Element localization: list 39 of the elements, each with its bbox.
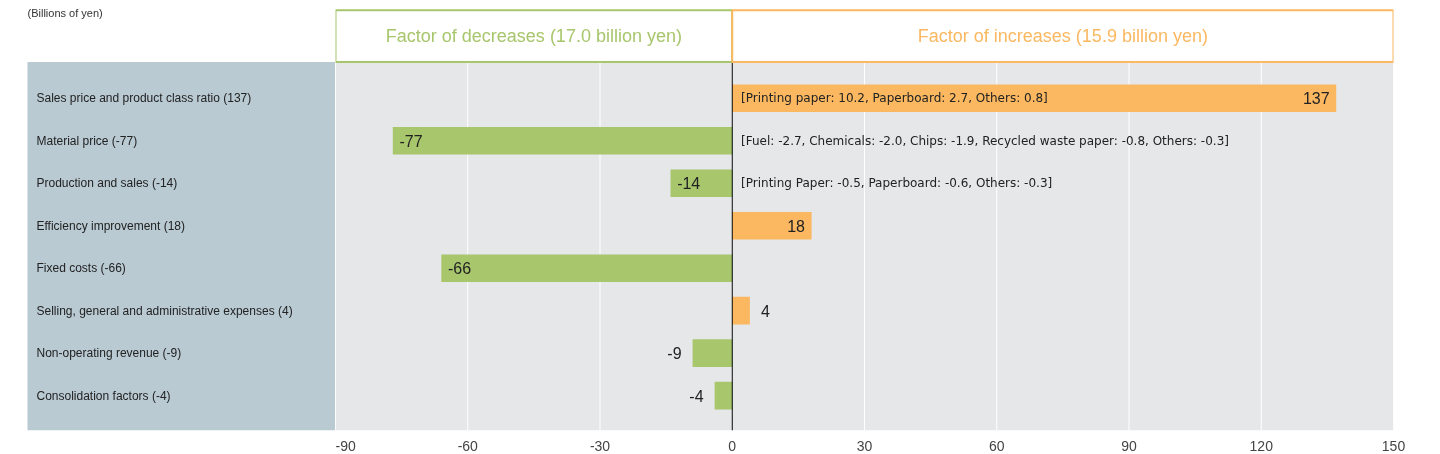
data-label: -14 — [677, 175, 701, 193]
data-label: 18 — [787, 217, 806, 235]
bar — [732, 296, 750, 325]
data-label: -4 — [689, 387, 704, 405]
bar — [441, 254, 733, 282]
annotation: [Printing paper: 10.2, Paperboard: 2.7, Others: 0.8] — [741, 91, 1048, 106]
y-tick-label: Material price (-77) — [36, 133, 138, 148]
x-tick-label: 60 — [988, 437, 1005, 454]
data-label: -9 — [667, 345, 682, 363]
x-tick-label: 120 — [1249, 437, 1274, 454]
data-label: -66 — [447, 260, 472, 278]
data-label: 137 — [1302, 90, 1330, 108]
bar — [392, 126, 733, 155]
y-tick-label: Fixed costs (-66) — [36, 261, 126, 276]
y-tick-label: Consolidation factors (-4) — [36, 388, 171, 403]
y-tick-label: Efficiency improvement (18) — [36, 218, 185, 233]
bar — [714, 381, 733, 410]
y-tick-label: Non-operating revenue (-9) — [36, 346, 182, 361]
annotation: [Printing Paper: -0.5, Paperboard: -0.6, Others: -0.3] — [741, 176, 1053, 191]
x-tick-label: 0 — [728, 437, 737, 454]
bar — [670, 169, 733, 198]
y-tick-label: Selling, general and administrative expenses (4) — [36, 303, 293, 318]
text: Factor of decreases (17.0 billion yen) — [385, 26, 682, 47]
x-tick-label: -30 — [589, 437, 611, 454]
text: Factor of increases (15.9 billion yen) — [917, 26, 1208, 47]
x-tick-label: 90 — [1121, 437, 1137, 454]
bar — [692, 339, 733, 367]
y-tick-label: Sales price and product class ratio (137) — [36, 91, 252, 106]
y-tick-label: Production and sales (-14) — [36, 176, 178, 191]
annotation: [Fuel: -2.7, Chemicals: -2.0, Chips: -1.9, Recycled waste paper: -0.8, Others: -0.3] — [741, 133, 1229, 148]
text: (Billions of yen) — [27, 7, 103, 20]
data-label: -77 — [399, 132, 423, 150]
x-tick-label: 30 — [856, 437, 873, 454]
x-tick-label: 150 — [1381, 437, 1406, 454]
x-tick-label: -60 — [457, 437, 479, 454]
data-label: 4 — [760, 302, 770, 320]
bar — [732, 211, 812, 240]
bar — [732, 84, 1337, 113]
x-tick-label: -90 — [335, 437, 356, 454]
